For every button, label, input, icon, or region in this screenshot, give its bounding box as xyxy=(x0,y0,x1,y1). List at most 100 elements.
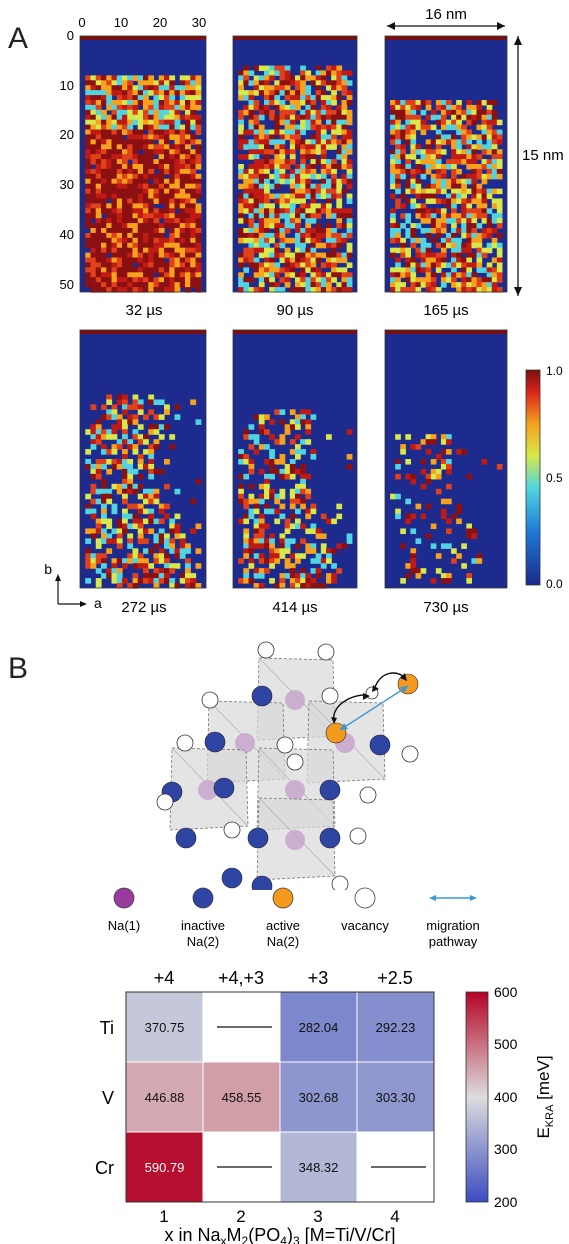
heatmap-value-v-3: 302.68 xyxy=(299,1090,339,1105)
na1-site xyxy=(285,780,305,800)
legend-na1: Na(1) xyxy=(108,918,141,933)
left-tick-0: 0 xyxy=(67,28,74,43)
na1-legend-icon xyxy=(113,887,135,909)
left-tick-20: 20 xyxy=(60,127,74,142)
axis-b-label: b xyxy=(44,561,52,577)
structure-legend: Na(1) inactive Na(2) active Na(2) vacancy … xyxy=(108,887,480,949)
vacancy-site xyxy=(176,734,194,752)
cbar-tick-200: 200 xyxy=(494,1194,518,1210)
legend-vacancy: vacancy xyxy=(341,918,389,933)
heatmap-value-ti-3: 282.04 xyxy=(299,1020,339,1035)
colorbar-tick-05: 0.5 xyxy=(546,471,563,485)
inactive-na2-site xyxy=(175,827,197,849)
height-label: 15 nm xyxy=(522,147,564,164)
legend-active-na2: active Na(2) xyxy=(266,918,300,949)
width-label: 16 nm xyxy=(425,6,467,23)
inactive-na2-site xyxy=(213,777,235,799)
inactive-na2-site xyxy=(251,685,273,707)
concentration-maps xyxy=(79,35,508,589)
vacancy-legend-icon xyxy=(354,887,376,909)
heatmap-cell-v-3 xyxy=(279,1061,358,1133)
heatmap-cell-v-4 xyxy=(356,1061,435,1133)
top-tick-0: 0 xyxy=(78,15,85,30)
heatmap-value-cr-1: 590.79 xyxy=(145,1160,185,1175)
heatmap-cell-ti-1 xyxy=(125,991,204,1063)
inactive-na2-site xyxy=(204,731,226,753)
colorbar-b xyxy=(465,991,489,1203)
vacancy-site xyxy=(223,821,241,839)
active-na2-site xyxy=(325,722,347,744)
inactive-na2-site xyxy=(251,875,273,890)
ekra-heatmap: 370.75 282.04 292.23 446.88 458.55 302.68 303.… xyxy=(95,968,556,1244)
cbar-tick-400: 400 xyxy=(494,1089,518,1105)
colorbar-tick-0: 0.0 xyxy=(546,577,563,591)
x-tick-1: 1 xyxy=(159,1207,168,1226)
x-axis-label: x in NaxM2(PO4)3 [M=Ti/V/Cr] xyxy=(165,1225,396,1244)
time-label-1: 32 µs xyxy=(126,302,163,319)
na1-site xyxy=(285,830,305,850)
heatmap-value-ti-4: 292.23 xyxy=(376,1020,416,1035)
left-tick-10: 10 xyxy=(60,78,74,93)
col-header-3: +3 xyxy=(308,968,329,988)
time-label-4: 272 µs xyxy=(121,599,166,616)
cbar-tick-500: 500 xyxy=(494,1036,518,1052)
inactive-na2-site xyxy=(221,867,243,889)
col-header-2: +4,+3 xyxy=(218,968,264,988)
x-tick-2: 2 xyxy=(236,1207,245,1226)
heatmap-value-ti-1: 370.75 xyxy=(145,1020,185,1035)
inactive-na2-legend-icon xyxy=(192,887,214,909)
na1-site xyxy=(198,780,218,800)
colorbar-a xyxy=(525,369,541,586)
na1-site xyxy=(235,733,255,753)
top-tick-30: 30 xyxy=(192,15,206,30)
vacancy-site xyxy=(349,827,367,845)
vacancy-site xyxy=(331,875,349,890)
top-tick-20: 20 xyxy=(153,15,167,30)
time-label-2: 90 µs xyxy=(277,302,314,319)
time-label-6: 730 µs xyxy=(423,599,468,616)
top-tick-10: 10 xyxy=(114,15,128,30)
cbar-tick-300: 300 xyxy=(494,1141,518,1157)
legend-migration: migration pathway xyxy=(426,918,479,949)
col-header-1: +4 xyxy=(154,968,175,988)
time-label-3: 165 µs xyxy=(423,302,468,319)
migration-pathway-arrow xyxy=(339,685,409,731)
heatmap-cell-ti-4 xyxy=(356,991,435,1063)
na1-site xyxy=(285,690,305,710)
vacancy-site xyxy=(156,793,174,811)
vacancy-site xyxy=(286,753,304,771)
crystal-structure xyxy=(156,641,419,890)
colorbar-tick-1: 1.0 xyxy=(546,364,563,378)
left-tick-40: 40 xyxy=(60,227,74,242)
inactive-na2-site xyxy=(247,827,269,849)
x-tick-3: 3 xyxy=(313,1207,322,1226)
x-tick-4: 4 xyxy=(390,1207,399,1226)
heatmap-value-v-4: 303.30 xyxy=(376,1090,416,1105)
row-label-cr: Cr xyxy=(95,1158,114,1178)
left-tick-30: 30 xyxy=(60,177,74,192)
heatmap-value-cr-3: 348.32 xyxy=(299,1160,339,1175)
vacancy-site xyxy=(317,643,335,661)
inactive-na2-site xyxy=(319,779,341,801)
left-tick-50: 50 xyxy=(60,277,74,292)
panel-b-label: B xyxy=(8,652,29,685)
active-na2-legend-icon xyxy=(272,887,294,909)
vacancy-site xyxy=(257,641,275,659)
heatmap-value-v-2: 458.55 xyxy=(222,1090,262,1105)
heatmap-cells: 370.75 282.04 292.23 446.88 458.55 302.68 303.… xyxy=(125,991,435,1203)
inactive-na2-site xyxy=(369,734,391,756)
inactive-na2-site xyxy=(319,827,341,849)
vacancy-site xyxy=(201,691,219,709)
colorbar-label: EKRA [meV] xyxy=(534,1055,556,1138)
panel-a-label: A xyxy=(8,22,29,55)
panel-a-figure: 0 10 20 30 0 10 20 30 40 50 16 nm 15 nm … xyxy=(44,6,564,616)
time-label-5: 414 µs xyxy=(272,599,317,616)
row-label-ti: Ti xyxy=(100,1018,114,1038)
vacancy-site xyxy=(359,786,377,804)
heatmap-frame xyxy=(125,991,435,1203)
axis-a-label: a xyxy=(94,595,102,611)
legend-inactive-na2: inactive Na(2) xyxy=(181,918,225,949)
heatmap-cell-cr-1 xyxy=(125,1131,204,1203)
vacancy-site xyxy=(321,687,339,705)
vacancy-site xyxy=(276,736,294,754)
